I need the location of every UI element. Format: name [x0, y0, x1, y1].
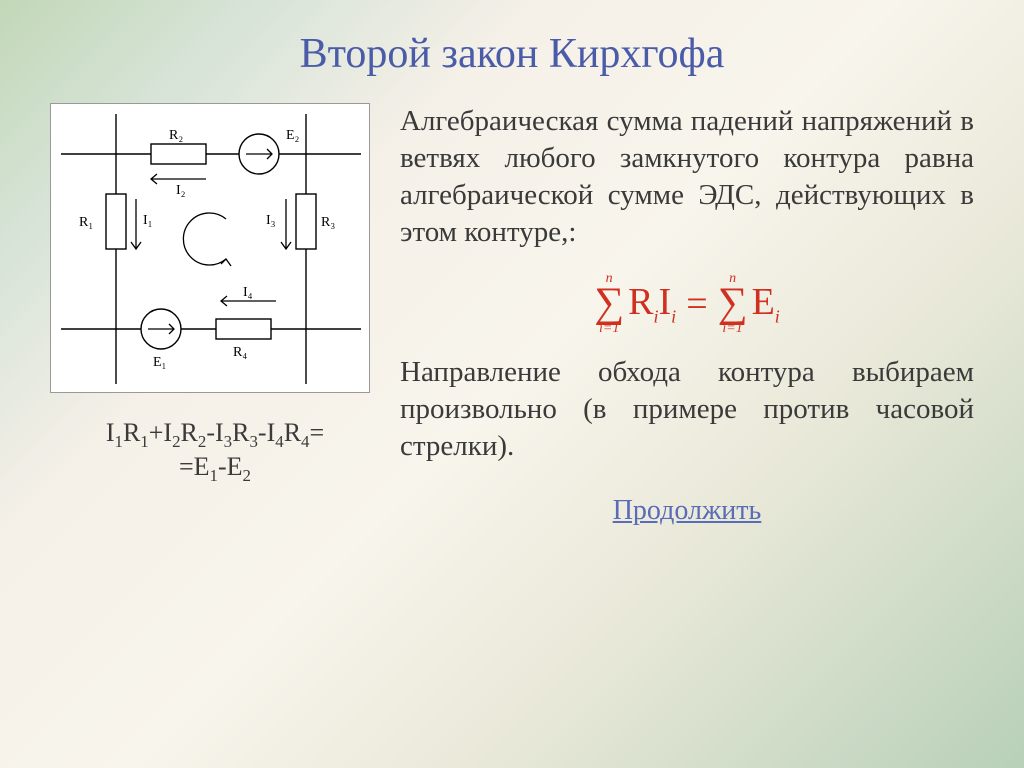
equation-line-1: I1R1+I2R2-I3R3-I4R4=: [50, 418, 380, 452]
formula-lhs: RiIi: [628, 280, 676, 328]
sigma-icon: ∑: [594, 286, 624, 322]
slide-title: Второй закон Кирхгофа: [50, 30, 974, 78]
label-r2: R₂: [169, 128, 183, 143]
sum-lower-1: i=1: [599, 322, 619, 336]
label-r1: R₁: [79, 215, 93, 230]
formula-eq: =: [686, 282, 707, 326]
label-i1: I₁: [143, 213, 153, 228]
label-r4: R₄: [233, 345, 247, 360]
label-i3: I₃: [266, 213, 276, 228]
sigma-icon-2: ∑: [718, 286, 748, 322]
circuit-diagram: R₂ E₂ R₁ R₃ I₁ I₃ I₂ I₄ E₁ R₄: [50, 103, 370, 393]
sum-lower-2: i=1: [722, 322, 742, 336]
direction-text: Направление обхода контура выбираем прои…: [400, 354, 974, 465]
label-r3: R₃: [321, 215, 335, 230]
label-e1: E₁: [153, 355, 166, 370]
label-e2: E₂: [286, 128, 300, 143]
definition-text: Алгебраическая сумма падений напряжений …: [400, 103, 974, 251]
label-i2: I₂: [176, 183, 186, 198]
label-i4: I₄: [243, 285, 253, 300]
kirchhoff-equation: I1R1+I2R2-I3R3-I4R4= =E1-E2: [50, 418, 380, 485]
formula-rhs: Ei: [752, 280, 780, 328]
continue-link[interactable]: Продолжить: [400, 495, 974, 527]
formula: n ∑ i=1 RiIi = n ∑ i=1 Ei: [400, 269, 974, 336]
equation-line-2: =E1-E2: [50, 452, 380, 486]
